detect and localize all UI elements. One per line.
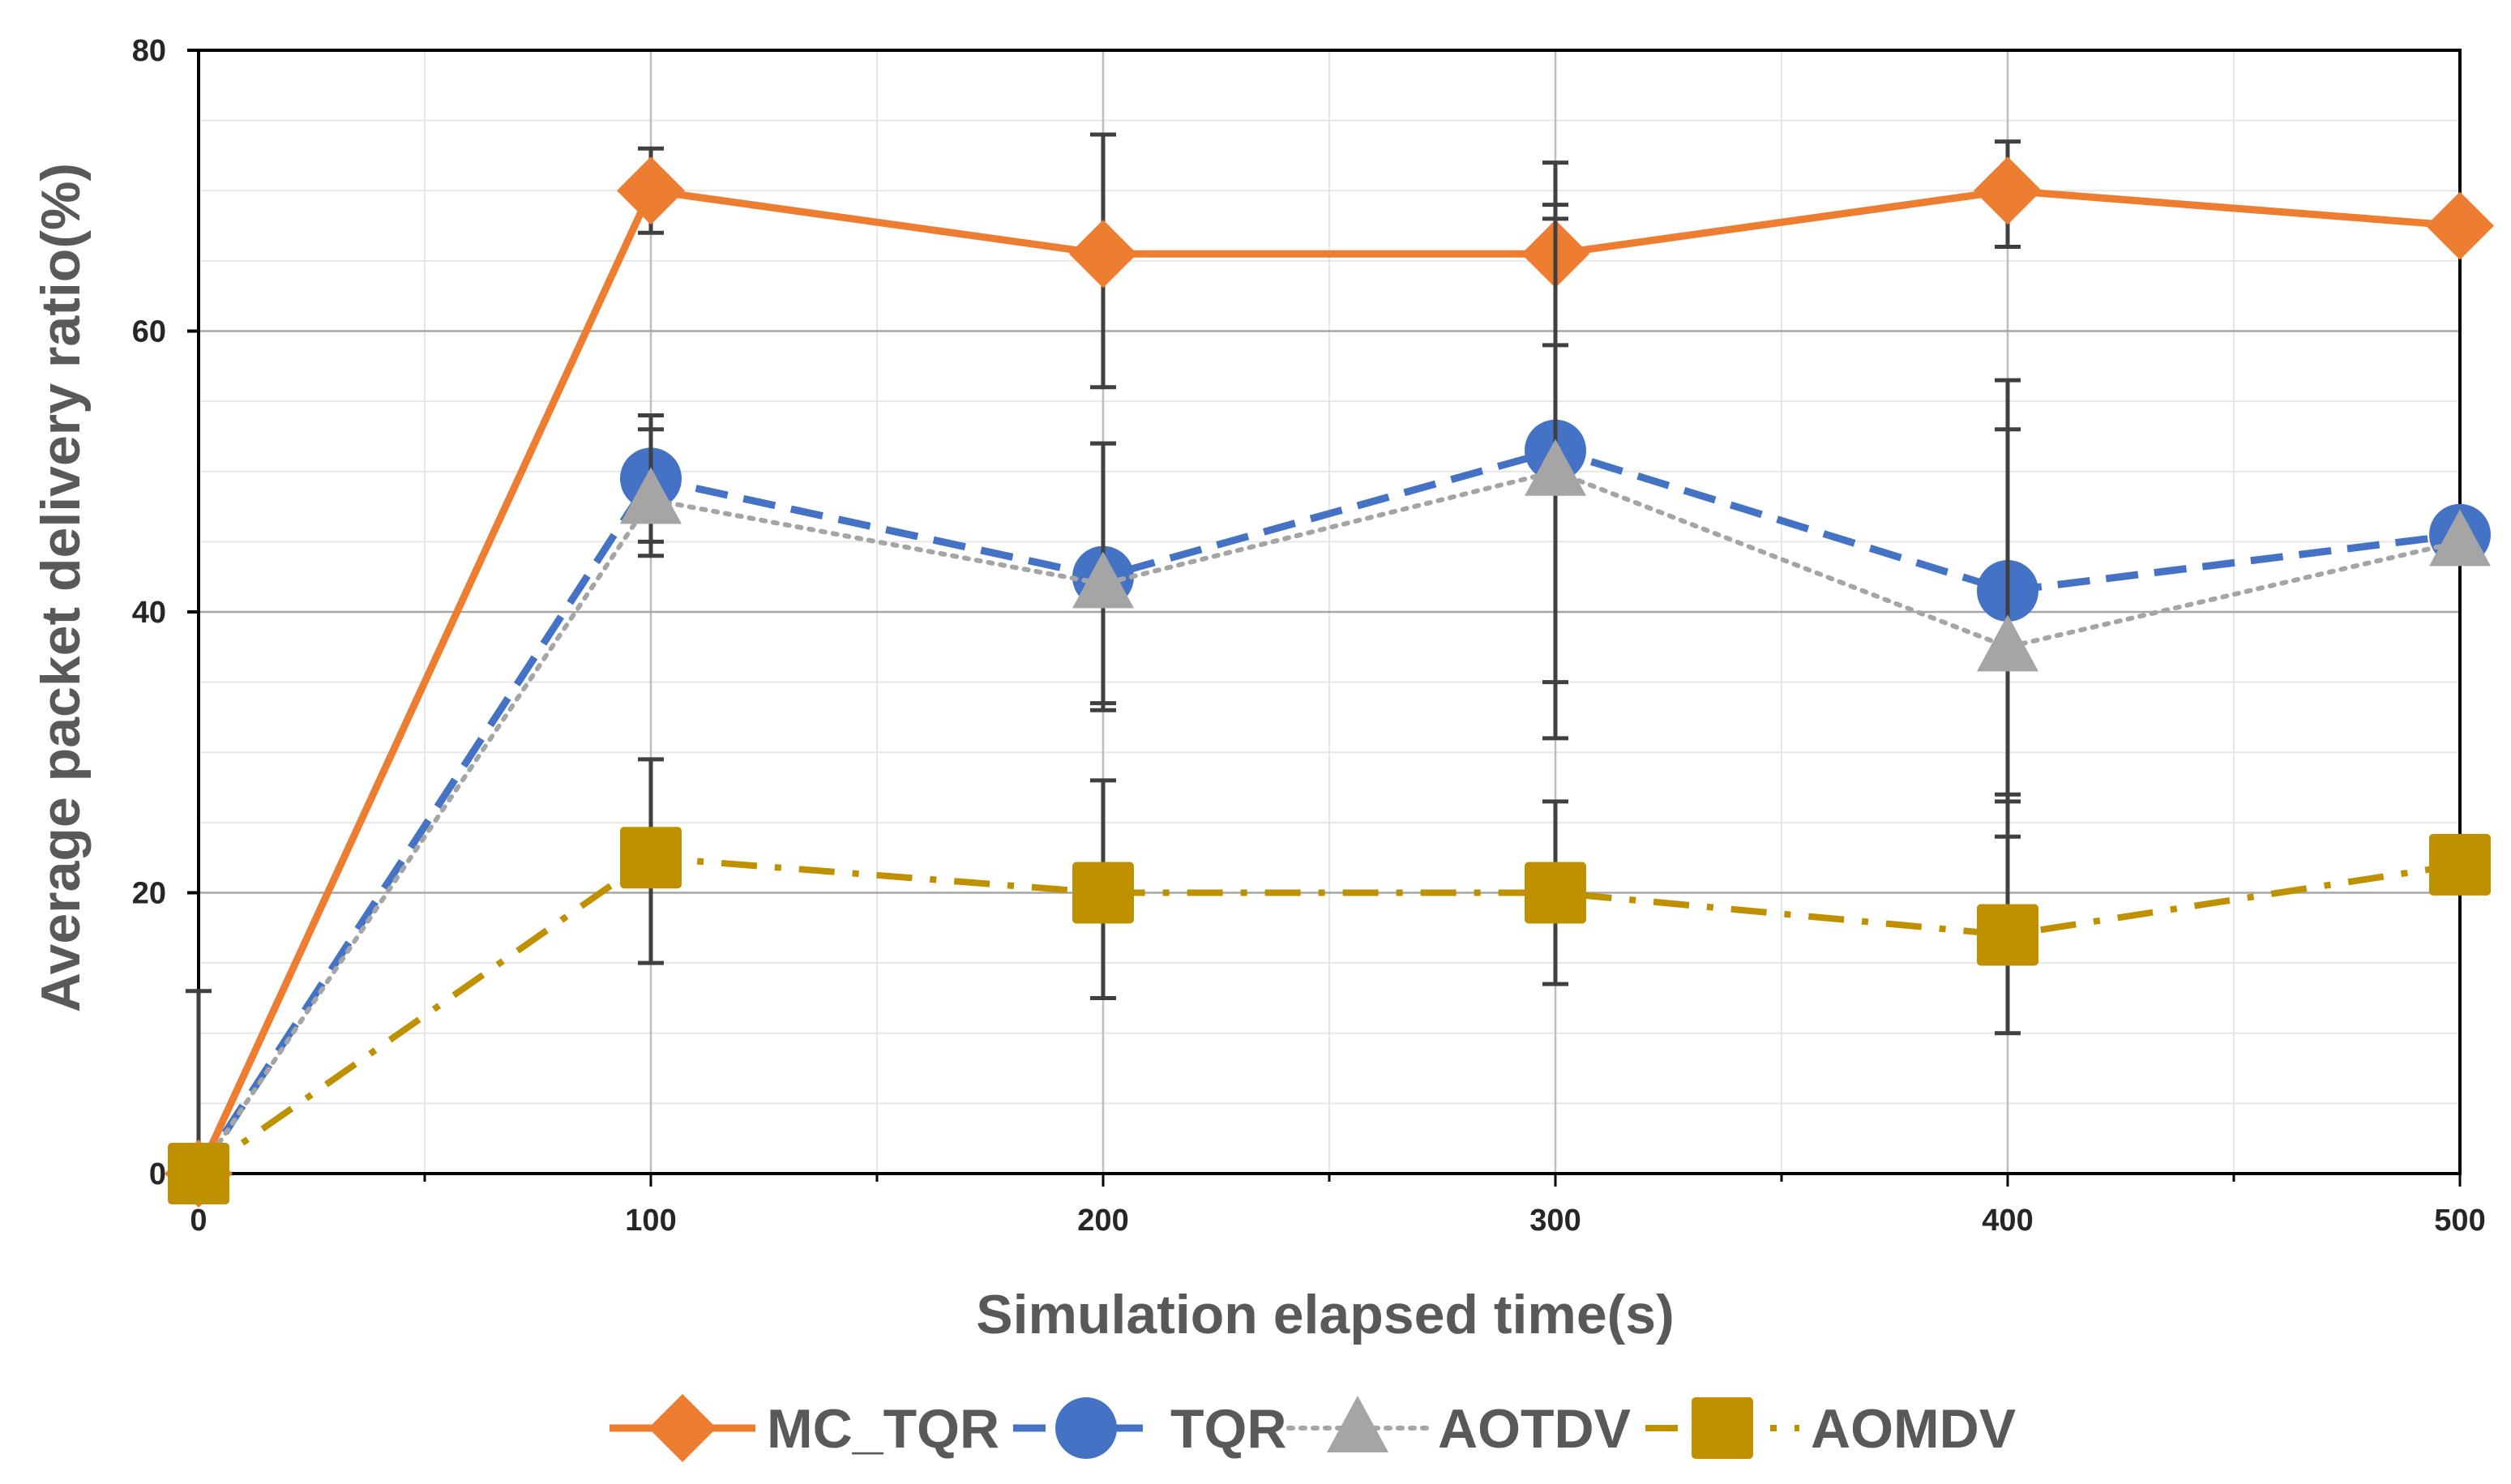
legend-item-aotdv: AOTDV <box>1286 1396 1631 1460</box>
legend-item-tqr: TQR <box>1013 1397 1287 1460</box>
series-layer <box>165 132 2494 1208</box>
data-point-legend-mc-tqr <box>648 1394 717 1462</box>
data-point-aomdv <box>1072 862 1134 924</box>
data-point-aotdv <box>2429 509 2491 567</box>
plot-area-frame <box>187 49 2462 1187</box>
y-axis-title: Average packet delivery ratio(%) <box>30 163 92 1012</box>
data-point-aotdv <box>1977 614 2038 672</box>
legend-label-mc-tqr: MC_TQR <box>767 1398 999 1460</box>
data-point-aomdv <box>1525 862 1586 924</box>
x-tick-label: 300 <box>1529 1204 1581 1238</box>
series-aomdv <box>168 757 2491 1204</box>
data-point-aomdv <box>620 827 682 889</box>
x-axis-title: Simulation elapsed time(s) <box>976 1284 1675 1345</box>
data-point-aotdv <box>1525 438 1586 496</box>
y-tick-label: 60 <box>132 315 166 349</box>
data-point-aotdv <box>1072 551 1134 609</box>
series-aotdv <box>168 216 2491 1198</box>
x-tick-label: 0 <box>190 1204 207 1238</box>
x-tick-label: 200 <box>1077 1204 1128 1238</box>
x-tick-label: 100 <box>625 1204 676 1238</box>
y-tick-label: 20 <box>132 877 166 911</box>
legend-label-aomdv: AOMDV <box>1811 1398 2016 1460</box>
data-point-mc-tqr <box>1974 156 2042 225</box>
markers-aotdv <box>168 438 2491 1198</box>
legend-label-aotdv: AOTDV <box>1438 1398 1631 1460</box>
legend-item-mc-tqr: MC_TQR <box>610 1394 999 1462</box>
data-point-legend-aotdv <box>1327 1396 1388 1452</box>
data-point-aotdv <box>620 467 682 524</box>
series-line-tqr <box>195 447 2461 1176</box>
x-tick-label: 500 <box>2434 1204 2485 1238</box>
y-axis-tick-labels: 0 20 40 60 80 <box>132 34 166 1191</box>
series-line-mc-tqr <box>195 186 2461 1175</box>
y-tick-label: 80 <box>132 34 166 68</box>
legend-item-aomdv: AOMDV <box>1645 1397 2016 1460</box>
data-point-legend-tqr <box>1055 1397 1117 1459</box>
legend-label-tqr: TQR <box>1170 1398 1287 1460</box>
data-point-mc-tqr <box>1069 220 1137 289</box>
data-point-aomdv <box>168 1143 229 1204</box>
data-point-mc-tqr <box>2426 191 2494 260</box>
legend: MC_TQR TQR AOTDV AOMDV <box>610 1394 2016 1462</box>
y-tick-label: 0 <box>149 1157 166 1191</box>
data-point-aomdv <box>1977 904 2038 966</box>
data-point-legend-aomdv <box>1692 1397 1753 1459</box>
markers-aomdv <box>168 827 2491 1204</box>
data-point-mc-tqr <box>617 156 685 225</box>
y-tick-label: 40 <box>132 596 166 630</box>
x-axis-tick-labels: 0 100 200 300 400 500 <box>190 1204 2485 1238</box>
x-tick-label: 400 <box>1982 1204 2033 1238</box>
data-point-aomdv <box>2429 833 2491 896</box>
series-line-aotdv <box>196 468 2462 1176</box>
